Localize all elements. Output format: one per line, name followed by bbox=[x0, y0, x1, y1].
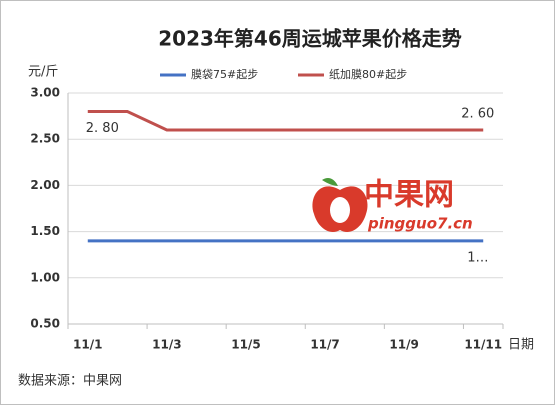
chart-title: 2023年第46周运城苹果价格走势 bbox=[158, 27, 462, 51]
y-tick-label: 0.50 bbox=[30, 317, 60, 331]
watermark-url: pingguo7.cn bbox=[367, 215, 473, 233]
data-label: 2. 80 bbox=[86, 121, 119, 136]
watermark-name: 中果网 bbox=[364, 178, 454, 213]
y-tick-label: 3.00 bbox=[30, 86, 60, 100]
logo-core bbox=[330, 197, 350, 223]
y-tick-label: 1.00 bbox=[30, 270, 60, 284]
data-label: 1… bbox=[467, 250, 488, 265]
y-axis-label: 元/斤 bbox=[28, 65, 58, 80]
logo-leaf bbox=[322, 178, 338, 186]
legend-label: 纸加膜80#起步 bbox=[329, 68, 407, 81]
watermark: 中果网 pingguo7.cn bbox=[312, 178, 473, 233]
x-axis-label: 日期 bbox=[508, 338, 534, 353]
x-tick-label: 11/9 bbox=[389, 338, 418, 352]
x-tick-label: 11/7 bbox=[310, 338, 339, 352]
x-tick-label: 11/3 bbox=[152, 338, 181, 352]
y-tick-label: 2.00 bbox=[30, 178, 60, 192]
legend-label: 膜袋75#起步 bbox=[191, 67, 258, 81]
x-tick-label: 11/5 bbox=[231, 338, 260, 352]
data-label: 2. 60 bbox=[461, 106, 494, 121]
y-tick-label: 2.50 bbox=[30, 132, 60, 146]
x-tick-label: 11/1 bbox=[73, 338, 102, 352]
series-line bbox=[87, 109, 484, 132]
source: 数据来源：中果网 bbox=[18, 374, 122, 389]
y-tick-label: 1.50 bbox=[30, 224, 60, 238]
x-tick-label: 11/11 bbox=[464, 338, 502, 352]
